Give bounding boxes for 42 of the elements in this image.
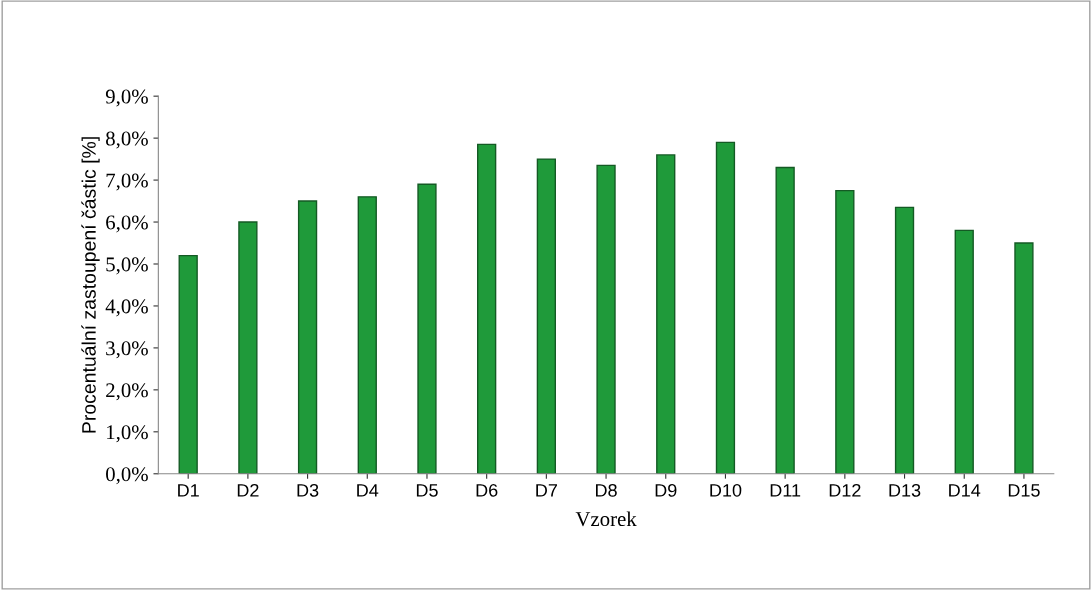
bar: [954, 229, 974, 474]
y-axis-title: Procentuální zastoupení částic [%]: [81, 137, 100, 433]
bar: [357, 196, 377, 474]
bar: [715, 141, 736, 474]
y-tick-label: 9,0%: [105, 89, 148, 107]
x-tick-label: D7: [536, 484, 557, 497]
x-tick-label: D9: [655, 483, 677, 497]
x-tick-label: D1: [178, 484, 199, 497]
x-tick-label: D4: [357, 484, 379, 497]
y-tick-label: 4,0%: [105, 299, 148, 317]
bar: [1014, 242, 1034, 474]
x-tick-label: D8: [596, 483, 617, 497]
bar: [835, 189, 855, 474]
x-axis-title: Vzorek: [575, 511, 637, 527]
y-tick-label: 7,0%: [106, 173, 148, 191]
bar: [238, 221, 258, 474]
y-tick-label: 1,0%: [107, 425, 148, 443]
x-tick-label: D11: [770, 484, 801, 497]
y-tick-label: 2,0%: [106, 383, 148, 401]
x-tick-label: D12: [829, 483, 861, 497]
y-tick-label: 3,0%: [106, 341, 148, 359]
bar: [477, 143, 497, 474]
x-tick-label: D15: [1008, 484, 1040, 497]
x-tick-label: D6: [476, 483, 498, 497]
bar: [297, 200, 318, 474]
y-tick-label: 6,0%: [106, 215, 148, 233]
x-tick-label: D10: [710, 483, 742, 497]
x-tick-label: D2: [237, 483, 259, 497]
x-tick-label: D14: [949, 484, 981, 497]
x-tick-label: D5: [416, 484, 438, 497]
bar: [656, 154, 676, 474]
bar: [596, 164, 616, 474]
bar: [536, 158, 557, 474]
bar: [894, 206, 915, 474]
y-tick-label: 0,0%: [106, 467, 148, 485]
x-tick-label: D13: [889, 483, 921, 497]
y-tick-label: 8,0%: [106, 131, 148, 149]
bar: [417, 183, 437, 474]
bar: [178, 254, 198, 474]
y-tick-label: 5,0%: [106, 257, 148, 275]
bar: [775, 166, 795, 474]
x-tick-label: D3: [297, 483, 319, 497]
